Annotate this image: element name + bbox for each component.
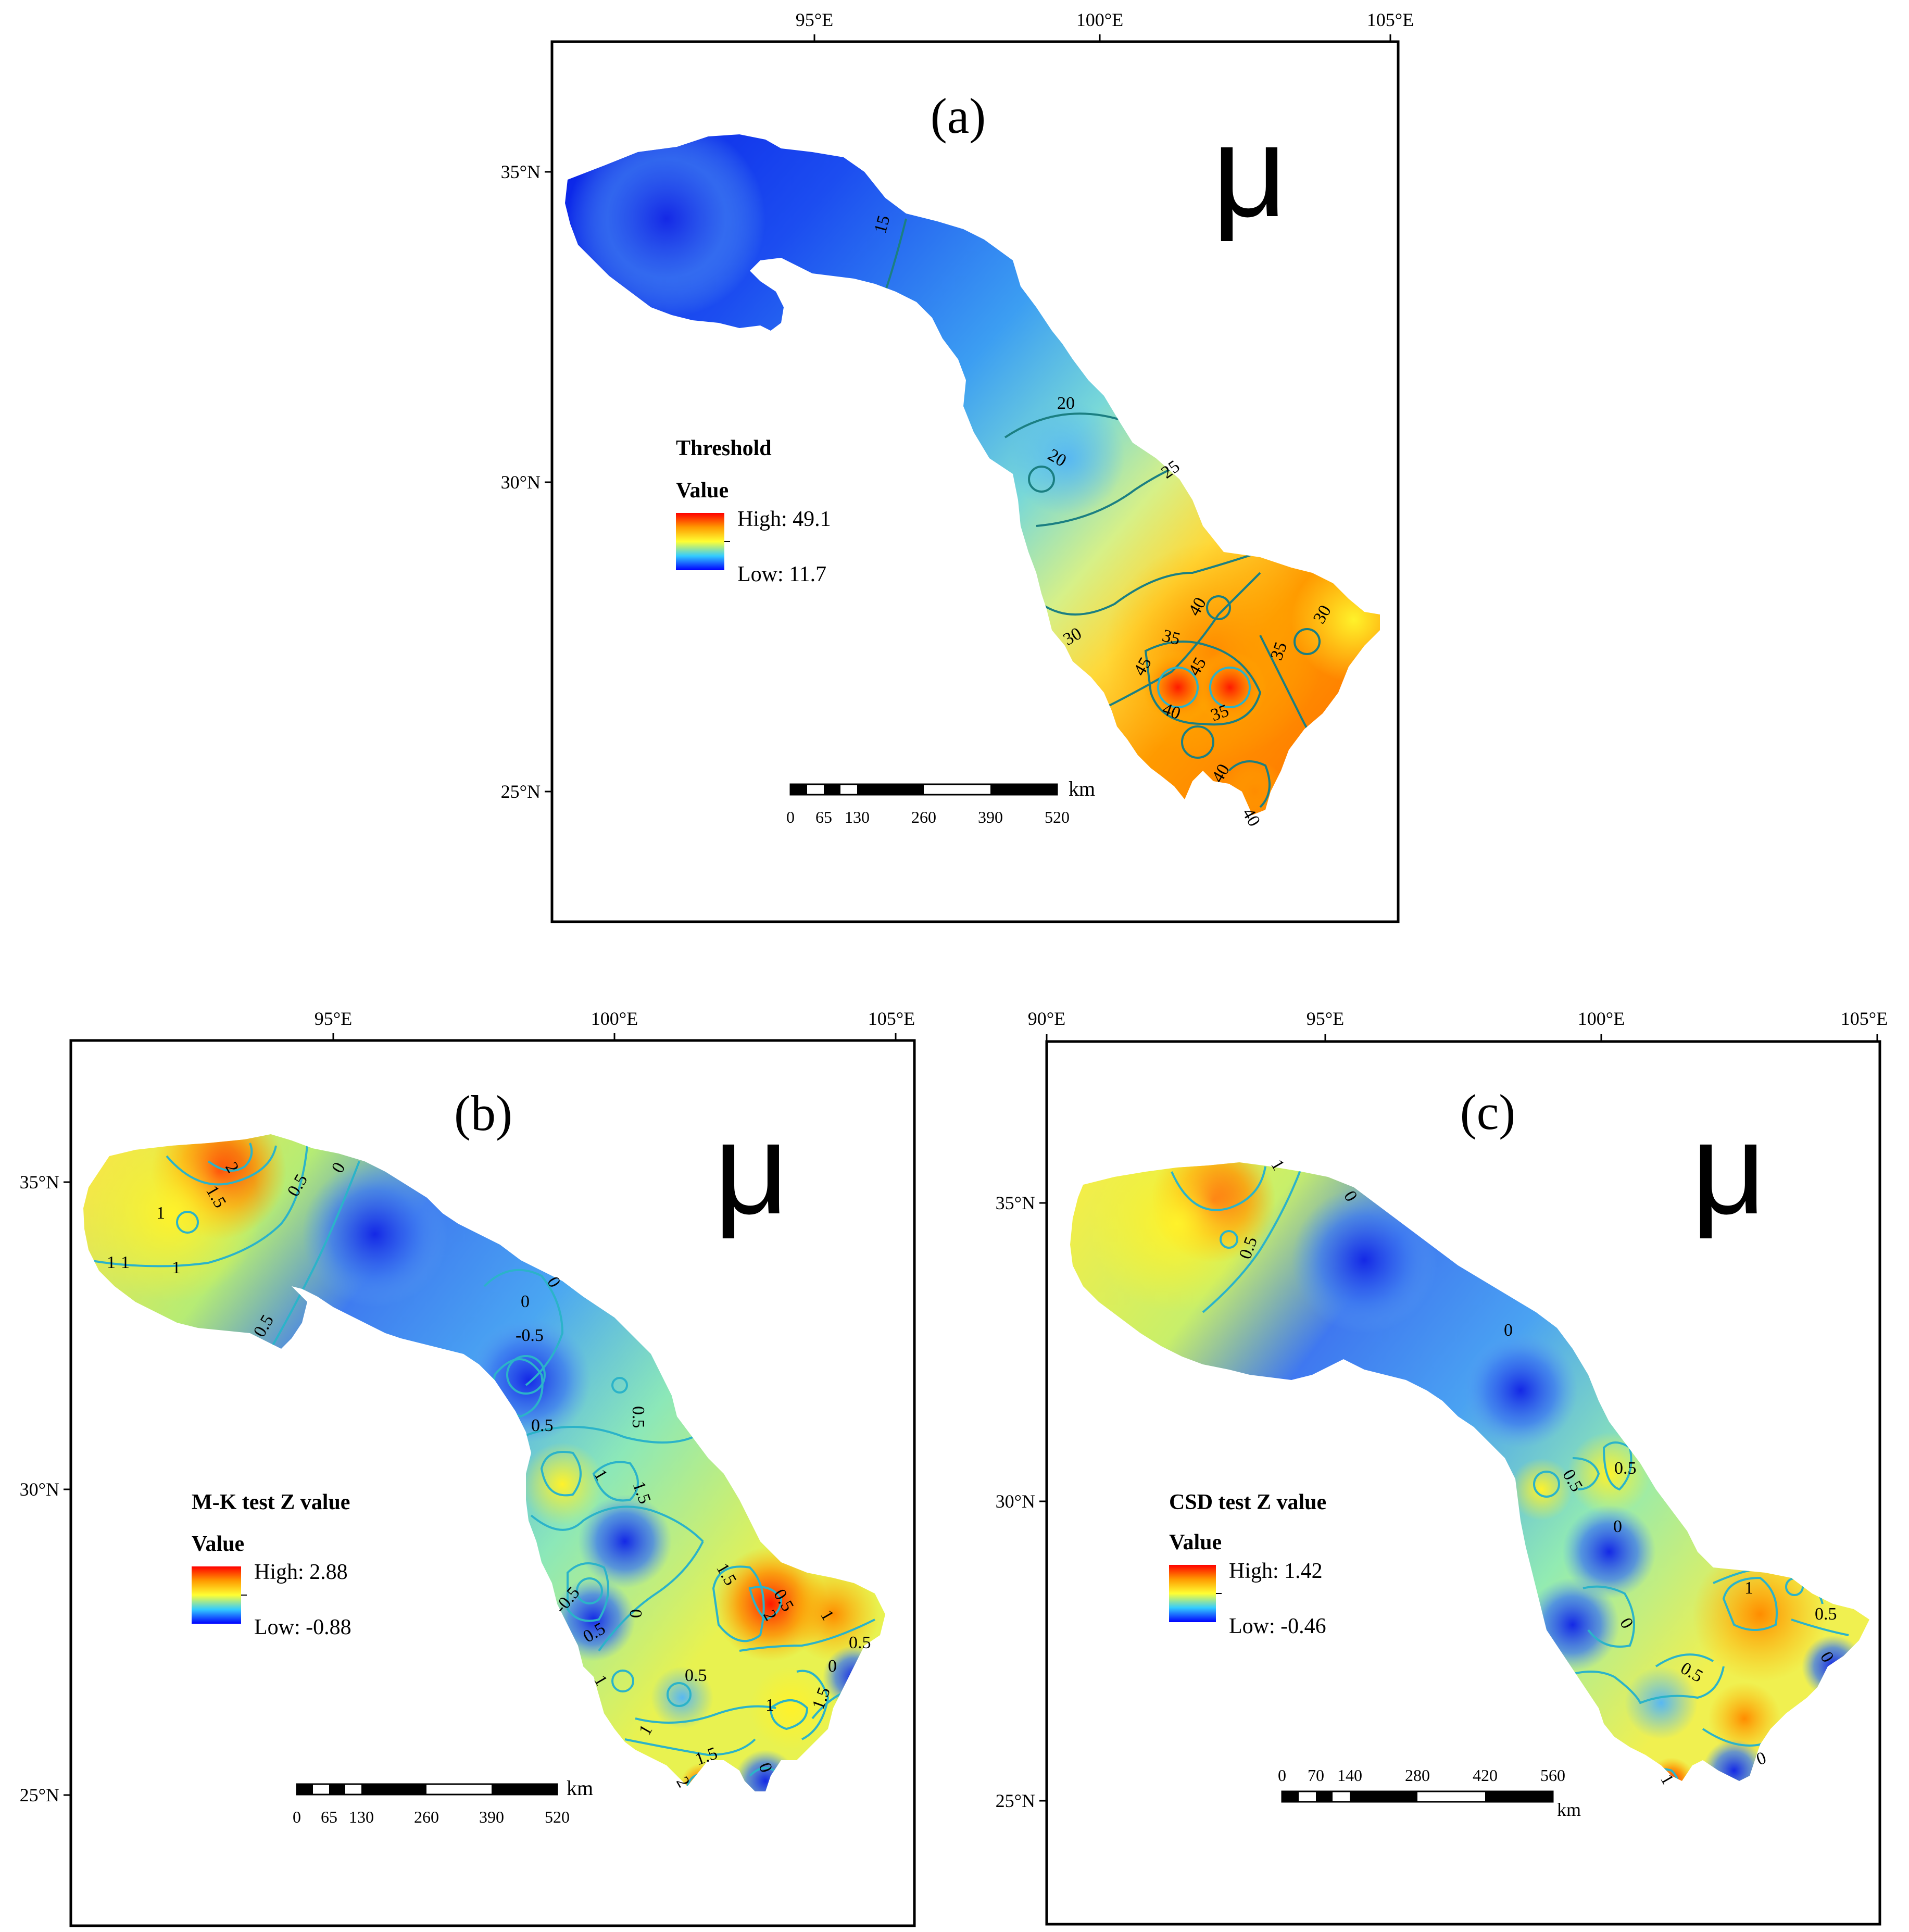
longitude-label: 95°E	[315, 1008, 352, 1029]
scale-tick: 130	[845, 808, 870, 826]
contour-label: 0	[1613, 1517, 1622, 1536]
legend: M-K test Z value Value High: 2.88 Low: -…	[192, 1490, 351, 1639]
longitude-label: 105°E	[1841, 1008, 1888, 1029]
legend-title: M-K test Z value	[192, 1490, 350, 1514]
legend-low: Low: -0.46	[1229, 1614, 1326, 1638]
legend-high: High: 49.1	[737, 507, 831, 531]
contour-label: 1	[121, 1253, 130, 1272]
legend-low: Low: 11.7	[737, 562, 826, 586]
latitude-label: 35°N	[20, 1172, 59, 1193]
legend-color-ramp	[676, 513, 724, 570]
legend-high: High: 1.42	[1229, 1559, 1323, 1583]
contour-label: 0	[1754, 1748, 1769, 1770]
contour-label: 0.5	[1614, 1459, 1637, 1478]
graticule-ticks	[1039, 1034, 1878, 1802]
scale-bar: km 0 65 130 260 390 520	[786, 777, 1095, 826]
legend-title: CSD test Z value	[1169, 1490, 1326, 1514]
scale-tick: 390	[479, 1808, 504, 1826]
contour-label: 0	[626, 1609, 645, 1618]
scale-tick: 130	[349, 1808, 374, 1826]
scale-tick: 0	[293, 1808, 301, 1826]
longitude-label: 100°E	[1076, 9, 1123, 30]
longitude-label: 90°E	[1028, 1008, 1065, 1029]
legend: CSD test Z value Value High: 1.42 Low: -…	[1169, 1490, 1326, 1638]
map-frame	[1045, 1040, 1881, 1926]
scale-tick: 140	[1337, 1766, 1362, 1785]
legend-subtitle: Value	[676, 479, 729, 503]
latitude-label: 35°N	[996, 1193, 1035, 1213]
contour-label: 1	[1656, 1771, 1678, 1788]
scale-bar: 0 70 140 280 420 560 km	[1278, 1766, 1581, 1820]
latitude-label: 30°N	[996, 1491, 1035, 1512]
graticule-ticks	[545, 34, 1391, 793]
scale-tick: 260	[414, 1808, 439, 1826]
legend-low: Low: -0.88	[254, 1615, 351, 1639]
longitude-label: 100°E	[591, 1008, 638, 1029]
contour-label: 0.5	[685, 1666, 707, 1685]
contour-label: 0.5	[1815, 1604, 1837, 1624]
legend-color-ramp	[1169, 1565, 1216, 1622]
north-arrow-icon: μ	[1691, 1096, 1766, 1241]
contour-label: 20	[1057, 394, 1075, 413]
contour-label: 0.5	[849, 1633, 871, 1652]
latitude-label: 30°N	[20, 1479, 59, 1500]
scale-unit: km	[567, 1776, 593, 1800]
scale-tick: 560	[1540, 1766, 1565, 1785]
contour-label: 0	[521, 1292, 530, 1311]
legend-color-ramp	[192, 1566, 241, 1624]
latitude-label: 30°N	[501, 472, 541, 493]
longitude-label: 105°E	[868, 1008, 915, 1029]
contour-label: 0	[1504, 1321, 1513, 1340]
contour-label: 0.5	[531, 1416, 554, 1435]
contour-label: -0.5	[516, 1326, 544, 1345]
legend-title: Threshold	[676, 436, 772, 460]
scale-unit: km	[1069, 777, 1095, 800]
contour-label: 1	[172, 1258, 181, 1277]
north-arrow-icon: μ	[714, 1096, 789, 1241]
panel-label: (a)	[931, 88, 986, 144]
latitude-label: 25°N	[996, 1790, 1035, 1811]
scale-tick: 65	[321, 1808, 337, 1826]
graticule-ticks	[64, 1033, 897, 1796]
latitude-label: 35°N	[501, 161, 541, 182]
panel-c: 90°E 95°E 100°E 105°E 35°N 30°N 25°N (c)…	[996, 1008, 1888, 1926]
longitude-label: 100°E	[1578, 1008, 1625, 1029]
panel-label: (b)	[454, 1085, 512, 1141]
legend-subtitle: Value	[192, 1532, 244, 1556]
contour-label: 1	[1744, 1578, 1753, 1598]
scale-tick: 0	[1278, 1766, 1286, 1785]
scale-tick: 420	[1473, 1766, 1498, 1785]
map-frame	[69, 1039, 916, 1927]
contour-label: 1	[156, 1203, 165, 1223]
latitude-label: 25°N	[20, 1785, 59, 1805]
contour-label: 0	[828, 1657, 837, 1676]
north-arrow-icon: μ	[1212, 98, 1287, 244]
longitude-label: 95°E	[796, 9, 833, 30]
legend-high: High: 2.88	[254, 1560, 348, 1584]
contour-lines	[88, 1143, 885, 1791]
contour-label: 1	[107, 1253, 116, 1272]
panel-label: (c)	[1460, 1084, 1516, 1140]
scale-tick: 260	[911, 808, 936, 826]
longitude-label: 95°E	[1307, 1008, 1344, 1029]
scale-bar: km 0 65 130 260 390 520	[293, 1776, 593, 1826]
scale-tick: 390	[978, 808, 1003, 826]
scale-tick: 280	[1405, 1766, 1430, 1785]
scale-tick: 520	[545, 1808, 570, 1826]
legend-subtitle: Value	[1169, 1530, 1222, 1554]
scale-tick: 65	[815, 808, 832, 826]
latitude-label: 25°N	[501, 781, 541, 802]
panel-b: 95°E 100°E 105°E 35°N 30°N 25°N (b) μ	[20, 1008, 916, 1927]
threshold-surface	[565, 134, 1380, 815]
scale-tick: 520	[1045, 808, 1070, 826]
contour-label: 0.5	[629, 1406, 648, 1428]
scale-tick: 70	[1308, 1766, 1324, 1785]
scale-tick: 0	[786, 808, 795, 826]
panel-a: 95°E 100°E 105°E 35°N 30°N 25°N (a) μ	[501, 9, 1414, 923]
legend: Threshold Value High: 49.1 Low: 11.7	[676, 436, 831, 586]
contour-label: 1	[765, 1696, 774, 1715]
scale-unit: km	[1557, 1799, 1581, 1820]
longitude-label: 105°E	[1367, 9, 1414, 30]
